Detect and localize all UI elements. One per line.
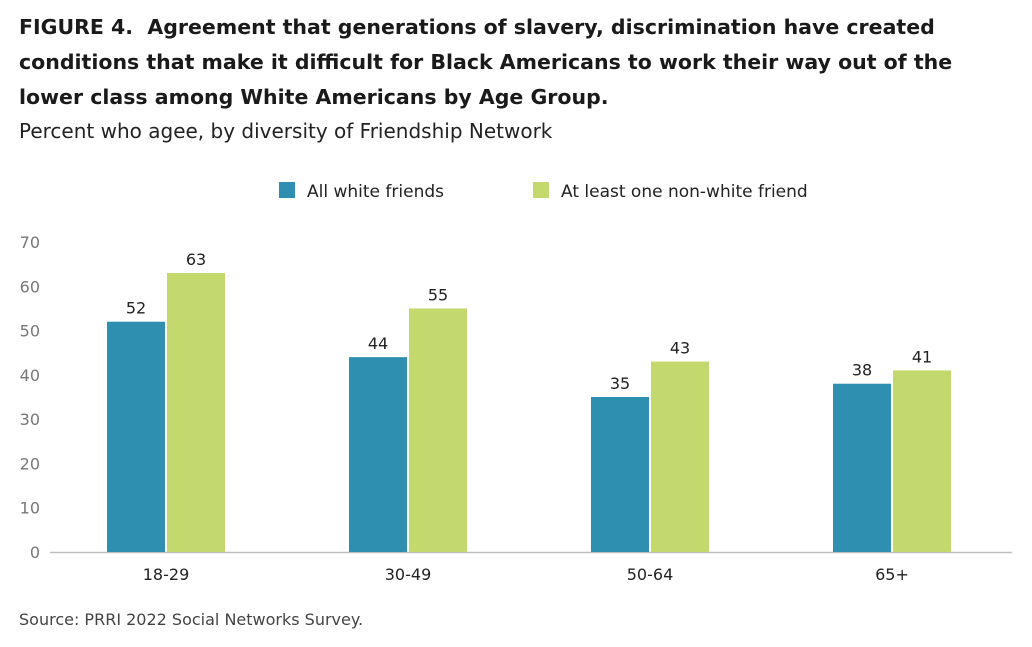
x-tick-label-50-64: 50-64 (627, 565, 674, 584)
y-tick-label-20: 20 (20, 454, 40, 473)
bar-non-white-50-64 (651, 361, 709, 552)
y-tick-label-70: 70 (20, 233, 40, 252)
data-label-all-white-65+: 38 (852, 361, 872, 380)
x-tick-label-65+: 65+ (875, 565, 909, 584)
y-tick-label-30: 30 (20, 410, 40, 429)
bar-all-white-65+ (833, 383, 891, 552)
bar-all-white-50-64 (591, 397, 649, 552)
data-label-non-white-30-49: 55 (428, 285, 448, 304)
bar-all-white-18-29 (107, 321, 165, 552)
bar-chart: 0 10 20 30 40 50 60 70 52 63 18-29 44 55 30-49 35 43 50-… (20, 182, 1012, 584)
y-tick-label-50: 50 (20, 322, 40, 341)
figure-label: FIGURE 4. (19, 15, 134, 39)
data-label-non-white-50-64: 43 (670, 339, 690, 358)
y-tick-label-0: 0 (30, 543, 40, 562)
x-tick-label-18-29: 18-29 (143, 565, 190, 584)
data-label-non-white-65+: 41 (912, 347, 932, 366)
legend-label-non-white: At least one non-white friend (561, 182, 808, 202)
legend-label-all-white: All white friends (307, 182, 444, 202)
data-label-non-white-18-29: 63 (186, 250, 206, 269)
chart-title: FIGURE 4. Agreement that generations of … (19, 10, 1019, 115)
title-text: Agreement that generations of slavery, d… (19, 15, 953, 109)
legend-swatch-non-white (533, 182, 549, 198)
bar-non-white-18-29 (167, 273, 225, 552)
bar-non-white-65+ (893, 370, 951, 552)
chart-subtitle: Percent who agee, by diversity of Friend… (19, 119, 553, 143)
legend-swatch-all-white (279, 182, 295, 198)
data-label-all-white-30-49: 44 (368, 334, 388, 353)
y-tick-label-10: 10 (20, 499, 40, 518)
x-tick-label-30-49: 30-49 (385, 565, 432, 584)
y-tick-label-60: 60 (20, 277, 40, 296)
data-label-all-white-50-64: 35 (610, 374, 630, 393)
bar-all-white-30-49 (349, 357, 407, 552)
y-tick-label-40: 40 (20, 366, 40, 385)
bar-non-white-30-49 (409, 308, 467, 552)
source-note: Source: PRRI 2022 Social Networks Survey… (19, 610, 364, 629)
data-label-all-white-18-29: 52 (126, 299, 146, 318)
